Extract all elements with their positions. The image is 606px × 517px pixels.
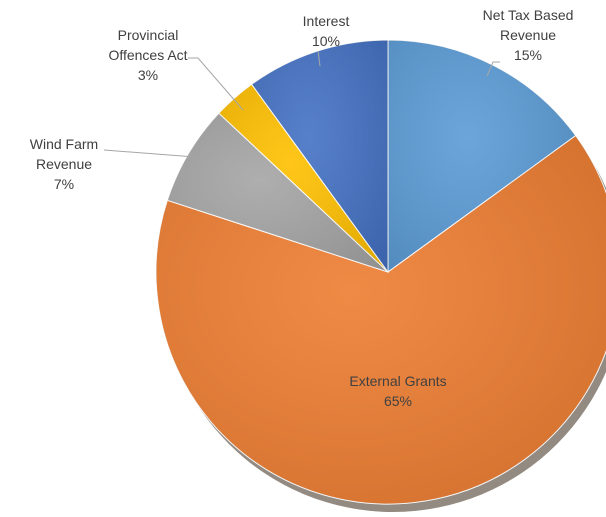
percent-label: 15% (514, 47, 542, 63)
leader-line-net-tax-based-revenue (486, 61, 500, 77)
leader-line-provincial-offences-act (188, 57, 244, 111)
slice-shading-provincial-offences-act (218, 84, 388, 272)
pie-slices (155, 39, 606, 505)
percent-label: 65% (384, 393, 412, 409)
slice-shading-wind-farm-revenue (167, 113, 388, 272)
percent-label: 7% (54, 176, 74, 192)
category-label: Provincial (118, 27, 179, 43)
category-label: Wind Farm (30, 136, 98, 152)
category-label: External Grants (349, 373, 446, 389)
category-label: Net Tax Based (483, 7, 574, 23)
leader-line-wind-farm-revenue (103, 149, 196, 158)
slice-labels: Net Tax Based Revenue 15% External Grants 65… (30, 7, 574, 409)
label-provincial-offences-act: Provincial Offences Act 3% (108, 27, 187, 83)
category-label: Revenue (500, 27, 556, 43)
label-wind-farm-revenue: Wind Farm Revenue 7% (30, 136, 98, 192)
category-label: Interest (303, 13, 350, 29)
leader-lines (103, 50, 500, 158)
label-interest: Interest 10% (303, 13, 350, 49)
slice-shading-net-tax-based-revenue (388, 40, 576, 272)
percent-label: 3% (138, 67, 158, 83)
percent-label: 10% (312, 33, 340, 49)
slice-shading-external-grants (156, 135, 606, 504)
leader-line-interest (317, 50, 321, 67)
category-label: Revenue (36, 156, 92, 172)
slice-shading-interest (251, 40, 388, 272)
label-net-tax-based-revenue: Net Tax Based Revenue 15% (483, 7, 574, 63)
label-external-grants: External Grants 65% (349, 373, 446, 409)
category-label: Offences Act (108, 47, 187, 63)
